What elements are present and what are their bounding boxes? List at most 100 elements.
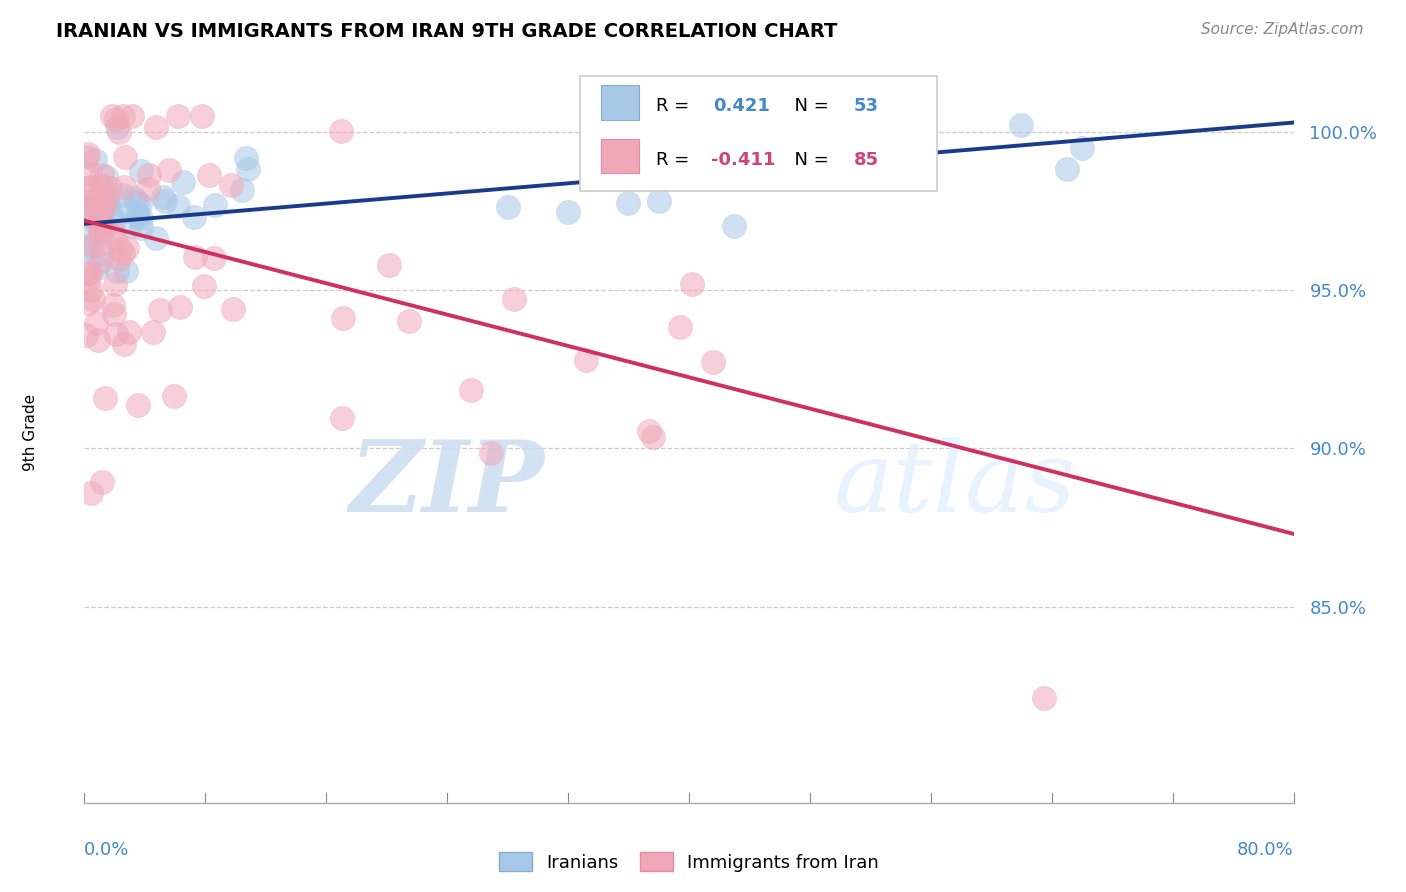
Point: [332, 311, 354, 326]
Point: [83, 153, 105, 168]
Text: R =: R =: [657, 151, 696, 169]
Point: [80, 238, 103, 252]
Point: [76, 194, 98, 209]
Point: [77, 295, 100, 310]
Point: [172, 175, 194, 189]
Point: [76, 274, 98, 288]
Point: [702, 355, 724, 369]
Point: [108, 242, 131, 256]
Point: [329, 124, 352, 138]
Point: [84, 316, 107, 330]
Text: atlas: atlas: [834, 437, 1077, 533]
Point: [503, 292, 526, 306]
Point: [108, 252, 131, 266]
Point: [75, 327, 97, 342]
Point: [94, 170, 117, 185]
Point: [183, 250, 205, 264]
Point: [120, 219, 142, 233]
Point: [101, 225, 124, 239]
Point: [77, 147, 100, 161]
Point: [89, 221, 111, 235]
Point: [80, 284, 103, 298]
Point: [830, 160, 852, 174]
Point: [125, 195, 148, 210]
Point: [145, 120, 167, 134]
Point: [235, 152, 257, 166]
Point: [84, 211, 107, 225]
Point: [202, 251, 225, 265]
Point: [204, 198, 226, 212]
Point: [73, 242, 96, 256]
Point: [128, 197, 150, 211]
Text: -0.411: -0.411: [710, 151, 775, 169]
Point: [80, 485, 103, 500]
Point: [86, 261, 108, 276]
Point: [107, 120, 129, 135]
Point: [145, 231, 167, 245]
Point: [157, 162, 180, 177]
Point: [79, 180, 101, 194]
Point: [75, 203, 97, 218]
Point: [77, 267, 100, 281]
Point: [479, 446, 502, 460]
Point: [93, 392, 115, 406]
Point: [97, 196, 120, 211]
Point: [100, 207, 122, 221]
Point: [93, 219, 115, 233]
Point: [169, 300, 191, 314]
Point: [112, 180, 135, 194]
Point: [231, 183, 253, 197]
Point: [127, 210, 149, 224]
Point: [111, 246, 134, 260]
Point: [830, 127, 852, 141]
Point: [87, 198, 110, 212]
Point: [90, 168, 112, 182]
Point: [89, 236, 111, 251]
Point: [86, 192, 108, 206]
Point: [378, 258, 401, 272]
Point: [115, 241, 138, 255]
Point: [76, 150, 98, 164]
Text: R =: R =: [657, 97, 696, 115]
Point: [193, 279, 215, 293]
Point: [90, 187, 112, 202]
Point: [167, 109, 190, 123]
FancyBboxPatch shape: [581, 76, 936, 191]
Point: [190, 109, 212, 123]
Legend: Iranians, Immigrants from Iran: Iranians, Immigrants from Iran: [492, 845, 886, 879]
Point: [183, 210, 205, 224]
Point: [105, 264, 128, 278]
Point: [98, 181, 121, 195]
Point: [129, 220, 152, 235]
Point: [1071, 141, 1094, 155]
Point: [103, 307, 125, 321]
Point: [617, 195, 640, 210]
Text: 9th Grade: 9th Grade: [24, 394, 38, 471]
Text: N =: N =: [783, 97, 835, 115]
Point: [101, 298, 124, 312]
Point: [79, 167, 101, 181]
Point: [330, 411, 353, 425]
Point: [643, 430, 665, 444]
Point: [104, 277, 127, 291]
Point: [219, 178, 242, 193]
Point: [496, 200, 519, 214]
Point: [1056, 162, 1078, 177]
Point: [107, 125, 129, 139]
Text: IRANIAN VS IMMIGRANTS FROM IRAN 9TH GRADE CORRELATION CHART: IRANIAN VS IMMIGRANTS FROM IRAN 9TH GRAD…: [56, 22, 838, 41]
Point: [120, 203, 142, 218]
Point: [149, 302, 172, 317]
Text: 0.421: 0.421: [713, 97, 770, 115]
FancyBboxPatch shape: [600, 85, 640, 120]
Point: [638, 424, 661, 438]
Point: [238, 161, 260, 176]
Point: [163, 389, 186, 403]
Point: [460, 383, 482, 397]
Point: [79, 265, 101, 279]
Point: [142, 326, 165, 340]
Point: [112, 109, 135, 123]
Point: [90, 245, 112, 260]
Point: [709, 104, 731, 119]
Point: [101, 109, 124, 123]
Text: Source: ZipAtlas.com: Source: ZipAtlas.com: [1201, 22, 1364, 37]
